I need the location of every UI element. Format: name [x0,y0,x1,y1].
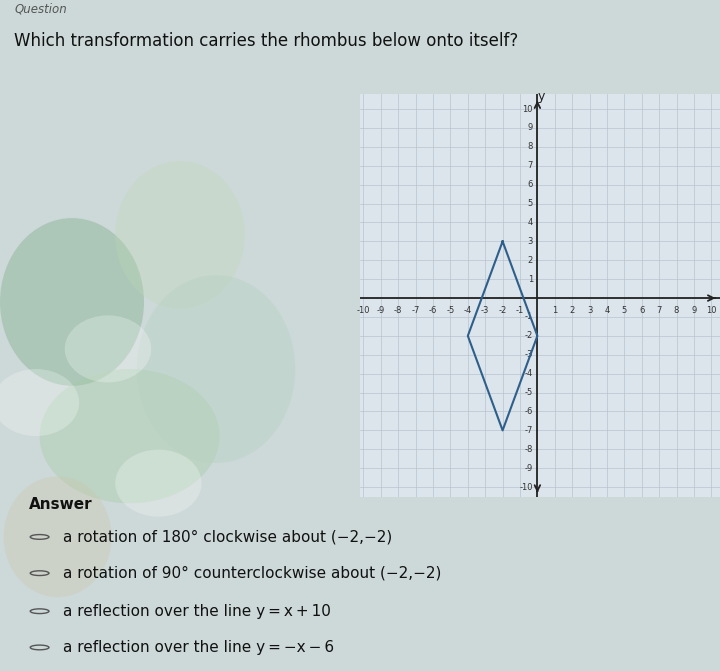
Text: 2: 2 [528,256,533,265]
Text: 5: 5 [528,199,533,208]
Text: -7: -7 [525,426,533,435]
Text: 10: 10 [706,305,716,315]
Text: Answer: Answer [29,497,92,512]
Ellipse shape [115,161,245,309]
Text: -4: -4 [464,305,472,315]
Text: 4: 4 [604,305,610,315]
Text: -1: -1 [525,313,533,321]
Text: 4: 4 [528,218,533,227]
Text: -4: -4 [525,369,533,378]
Text: 10: 10 [523,105,533,113]
Text: 1: 1 [528,274,533,284]
Ellipse shape [65,315,151,382]
Text: -3: -3 [525,350,533,359]
Text: 6: 6 [528,180,533,189]
Text: -3: -3 [481,305,490,315]
Ellipse shape [0,218,144,386]
Text: -9: -9 [377,305,385,315]
Text: -5: -5 [525,388,533,397]
Text: 8: 8 [674,305,679,315]
Text: 7: 7 [657,305,662,315]
Text: 7: 7 [528,161,533,170]
Text: Which transformation carries the rhombus below onto itself?: Which transformation carries the rhombus… [14,32,518,50]
Text: -10: -10 [356,305,370,315]
Text: -2: -2 [525,331,533,340]
Ellipse shape [137,275,295,463]
Text: 8: 8 [528,142,533,152]
Text: a reflection over the line y = x + 10: a reflection over the line y = x + 10 [63,604,331,619]
Text: 5: 5 [622,305,627,315]
Text: 1: 1 [552,305,557,315]
Text: -8: -8 [394,305,402,315]
Text: -10: -10 [520,482,533,492]
Text: 2: 2 [570,305,575,315]
Text: Question: Question [14,2,67,15]
Ellipse shape [4,476,112,597]
Text: a rotation of 180° clockwise about (−2,−2): a rotation of 180° clockwise about (−2,−… [63,529,392,544]
Text: a reflection over the line y = −x − 6: a reflection over the line y = −x − 6 [63,640,335,655]
Ellipse shape [0,369,79,436]
Text: 3: 3 [528,237,533,246]
Ellipse shape [40,369,220,503]
Text: -7: -7 [411,305,420,315]
Text: -6: -6 [429,305,437,315]
Ellipse shape [115,450,202,517]
Text: a rotation of 90° counterclockwise about (−2,−2): a rotation of 90° counterclockwise about… [63,566,442,580]
Text: 3: 3 [587,305,593,315]
Text: -6: -6 [525,407,533,416]
Text: 6: 6 [639,305,644,315]
Text: y: y [538,91,545,103]
Text: -1: -1 [516,305,524,315]
Text: -8: -8 [525,445,533,454]
Text: -9: -9 [525,464,533,472]
Text: 9: 9 [528,123,533,132]
Text: 9: 9 [691,305,696,315]
Text: -2: -2 [498,305,507,315]
Text: -5: -5 [446,305,454,315]
